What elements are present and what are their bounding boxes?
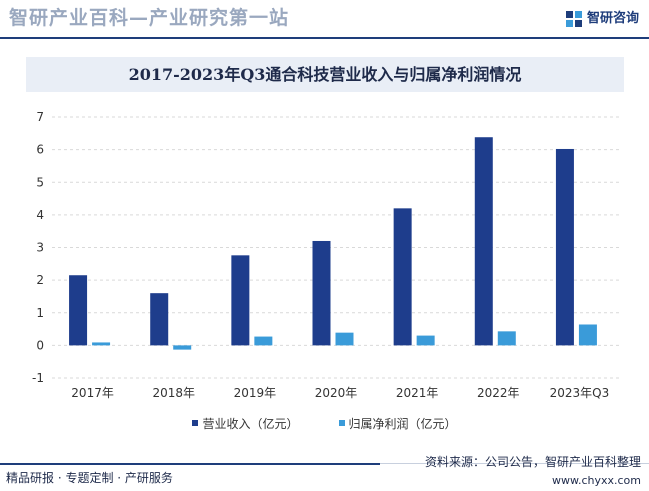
footer-services: 精品研报 · 专题定制 · 产研服务 — [6, 471, 173, 485]
bar-revenue — [393, 208, 412, 346]
footer-url[interactable]: www.chyxx.com — [551, 474, 641, 487]
bar-net-profit — [254, 336, 273, 346]
legend-label-net-profit: 归属净利润（亿元） — [348, 416, 457, 431]
x-tick-label: 2019年 — [234, 386, 277, 400]
bar-revenue — [69, 275, 88, 346]
x-tick-label: 2021年 — [396, 386, 439, 400]
y-tick-label: 0 — [36, 338, 44, 352]
brand[interactable]: 智研咨询 — [565, 8, 639, 30]
chart-title: 2017-2023年Q3通合科技营业收入与归属净利润情况 — [128, 65, 522, 84]
legend-swatch-revenue — [192, 420, 199, 426]
brand-logo-icon — [565, 10, 583, 28]
y-tick-label: 7 — [36, 110, 44, 124]
bar-revenue — [555, 148, 574, 346]
footer-source: 资料来源：公司公告，智研产业百科整理 — [424, 455, 641, 469]
top-bar: 智研产业百科—产业研究第一站 智研咨询 — [0, 0, 649, 38]
y-tick-label: 3 — [36, 241, 44, 255]
bar-net-profit — [578, 324, 597, 346]
bar-revenue — [231, 255, 250, 346]
legend-swatch-net-profit — [338, 420, 345, 426]
header-divider — [0, 37, 649, 39]
y-tick-label: 6 — [36, 143, 44, 157]
x-tick-label: 2022年 — [477, 386, 520, 400]
legend-item-revenue: 营业收入（亿元） — [192, 415, 299, 432]
bar-net-profit — [173, 345, 192, 350]
x-tick-label: 2020年 — [315, 386, 358, 400]
brand-name: 智研咨询 — [586, 11, 639, 26]
bar-chart: 7 6 5 4 3 2 1 0 -1 2017年 2018年 2019年 2020年 2021年 2022年… — [32, 110, 620, 400]
site-title: 智研产业百科—产业研究第一站 — [9, 7, 290, 29]
bar-revenue — [150, 293, 169, 346]
x-tick-label: 2018年 — [152, 386, 195, 400]
bar-net-profit — [92, 342, 111, 346]
legend-label-revenue: 营业收入（亿元） — [202, 416, 299, 431]
bar-net-profit — [335, 332, 354, 346]
y-tick-label: -1 — [32, 371, 44, 385]
x-tick-label: 2017年 — [71, 386, 114, 400]
y-tick-label: 4 — [36, 208, 44, 222]
legend-item-net-profit: 归属净利润（亿元） — [338, 415, 457, 432]
y-tick-label: 5 — [36, 175, 44, 189]
footer-divider — [0, 463, 380, 465]
bar-revenue — [312, 240, 331, 346]
x-tick-label: 2023年Q3 — [550, 386, 610, 400]
chart-title-band: 2017-2023年Q3通合科技营业收入与归属净利润情况 — [26, 57, 624, 92]
y-tick-label: 1 — [36, 306, 44, 320]
bar-net-profit — [497, 331, 516, 346]
footer-divider-right — [380, 463, 649, 464]
bar-net-profit — [416, 335, 435, 346]
y-tick-label: 2 — [36, 273, 44, 287]
bar-revenue — [474, 137, 493, 346]
chart-legend: 营业收入（亿元） 归属净利润（亿元） — [0, 413, 649, 433]
